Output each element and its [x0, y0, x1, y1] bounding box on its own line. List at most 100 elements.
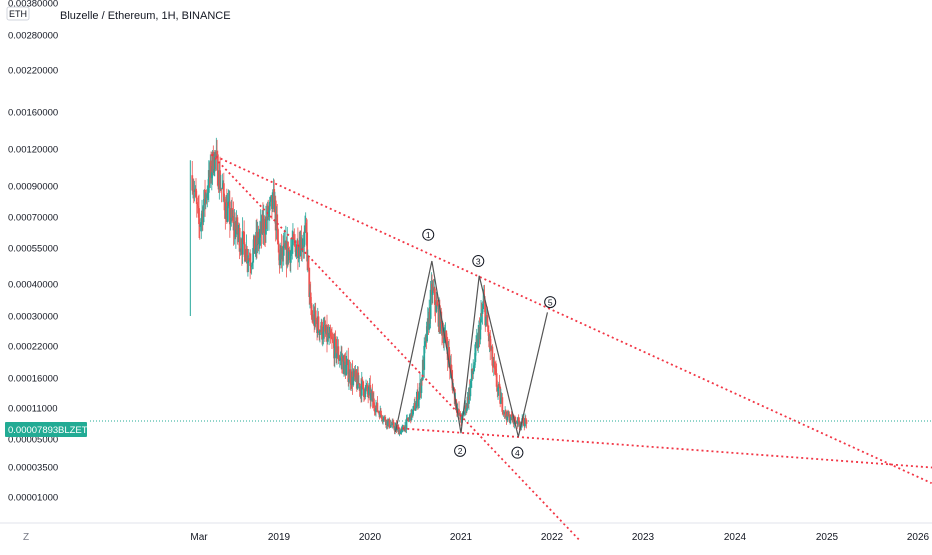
price-tick-label: 0.00380000 — [8, 0, 58, 10]
candle-body — [304, 228, 306, 234]
elliott-wave-line[interactable] — [394, 260, 549, 437]
candle-body — [246, 248, 249, 264]
candle-body — [381, 418, 384, 421]
price-tick-label: 0.00022000 — [8, 342, 58, 353]
candle-body — [198, 208, 200, 225]
candle-body — [349, 369, 352, 384]
price-tick-label: 0.00090000 — [8, 182, 58, 193]
candle-body — [443, 337, 446, 344]
candle-body — [366, 384, 369, 392]
candle-body — [222, 183, 225, 197]
candle-body — [195, 197, 198, 204]
candle-body — [258, 237, 261, 245]
candle-body — [226, 206, 229, 222]
trendline-upper-resistance[interactable] — [211, 153, 932, 485]
candle-body — [335, 339, 338, 358]
candle-body — [429, 289, 432, 319]
candle-body — [428, 308, 431, 330]
candle-body — [474, 344, 477, 363]
candle-body — [479, 322, 482, 340]
price-tick-label: 0.00001000 — [8, 493, 58, 504]
candle-body — [319, 330, 322, 332]
candle-body — [380, 414, 383, 419]
candle-body — [192, 189, 195, 192]
last-price-label: 0.00007893 BLZETH — [5, 422, 95, 437]
candle-body — [463, 411, 466, 415]
candle-body — [451, 369, 453, 379]
candle-body — [277, 229, 279, 245]
candle-body — [331, 339, 334, 341]
trendline-lower-support[interactable] — [397, 427, 932, 469]
candle-body — [314, 310, 317, 320]
candle-body — [391, 421, 394, 426]
candle-body — [369, 385, 372, 401]
candle-body — [343, 356, 346, 362]
candle-body — [441, 321, 443, 336]
candle-body — [293, 238, 296, 241]
candle-body — [345, 361, 348, 366]
candle-body — [448, 358, 451, 369]
candle-body — [411, 410, 414, 416]
candle-body — [458, 409, 460, 415]
candle-body — [330, 336, 333, 339]
price-tick-label: 0.00040000 — [8, 280, 58, 291]
log-scale-button-label[interactable]: Z — [23, 532, 29, 543]
candle-body — [504, 410, 507, 416]
candle-body — [303, 233, 306, 247]
candle-body — [517, 417, 520, 422]
candle-body — [220, 188, 223, 190]
candle-body — [338, 359, 341, 361]
candle-body — [473, 362, 476, 368]
candle-body — [407, 417, 409, 420]
candle-body — [377, 411, 380, 414]
trendline-steep-resistance[interactable] — [210, 153, 580, 541]
candle-body — [493, 361, 496, 368]
time-tick-label: Mar — [190, 532, 208, 543]
candle-body — [495, 373, 498, 387]
time-tick-label: 2021 — [450, 532, 473, 543]
candle-body — [485, 316, 487, 326]
candle-body — [206, 193, 209, 199]
candle-body — [470, 368, 473, 381]
candle-body — [306, 232, 309, 262]
candle-body — [223, 196, 226, 211]
candle-body — [426, 321, 428, 342]
candle-body — [524, 418, 526, 427]
candle-body — [373, 407, 376, 412]
price-tick-label: 0.00160000 — [8, 108, 58, 119]
candle-body — [204, 194, 207, 204]
wave-label: 5 — [548, 297, 553, 307]
candle-body — [213, 169, 215, 173]
candle-body — [473, 367, 475, 371]
candle-body — [509, 420, 512, 422]
time-tick-label: 2026 — [907, 532, 930, 543]
candle-body — [339, 357, 342, 360]
price-tick-label: 0.00070000 — [8, 213, 58, 224]
log-scale-button[interactable]: Z — [18, 528, 34, 544]
wave-label-circle — [422, 228, 435, 241]
candle-body — [279, 254, 282, 266]
time-tick-label: 2025 — [816, 532, 839, 543]
candle-body — [243, 244, 246, 262]
wave-label: 2 — [458, 446, 463, 456]
candle-body — [213, 152, 216, 170]
candle-body — [221, 187, 224, 189]
candle-body — [241, 231, 244, 255]
axes: 0.00380000 0.00280000 0.00220000 0.00160000… — [8, 0, 930, 543]
candle-body — [376, 402, 379, 412]
candle-body — [259, 230, 261, 238]
candle-body — [277, 244, 280, 253]
candle-body — [501, 397, 504, 412]
candle-body — [237, 233, 240, 235]
candle-body — [332, 340, 335, 343]
candle-body — [263, 218, 266, 234]
candle-body — [508, 414, 511, 422]
price-tick-label: 0.00030000 — [8, 312, 58, 323]
candle-body — [396, 426, 399, 430]
wave-label-circle — [544, 296, 557, 309]
candle-body — [375, 408, 377, 413]
candle-body — [482, 301, 485, 310]
candle-body — [453, 387, 455, 390]
